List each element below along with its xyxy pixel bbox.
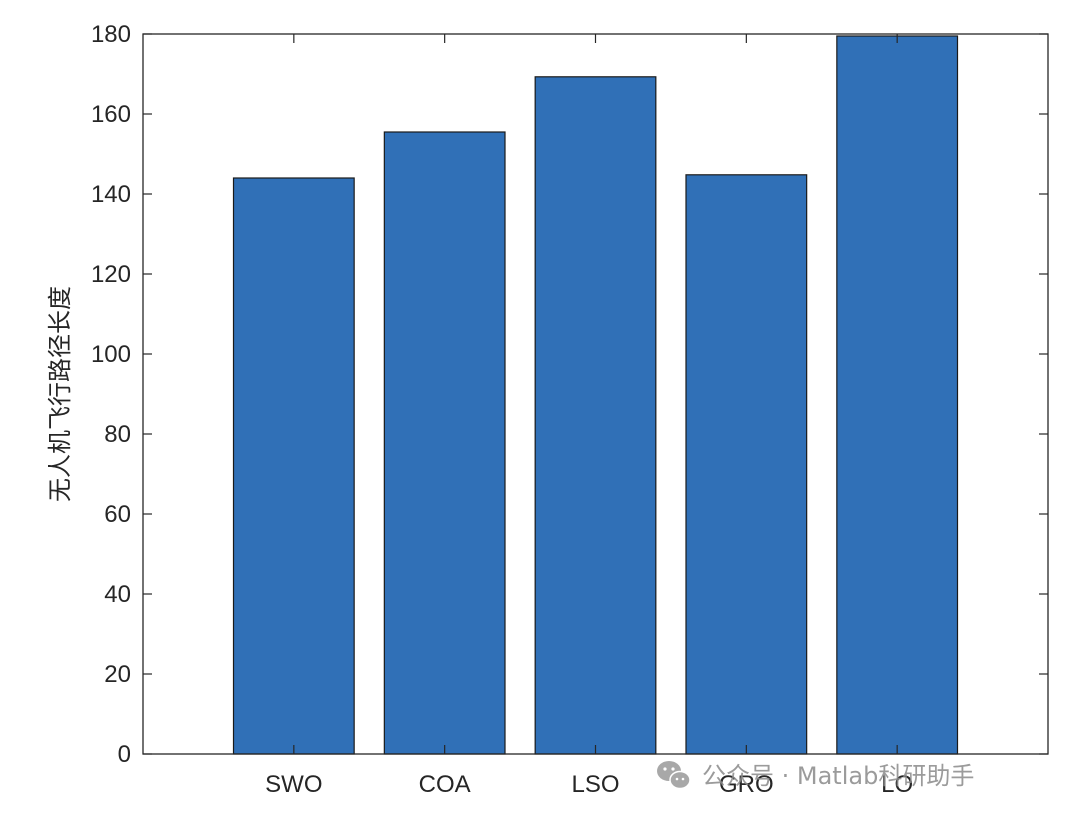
y-tick-label: 100 xyxy=(91,341,131,368)
x-tick-label: LO xyxy=(881,771,913,798)
watermark: 公众号 · Matlab科研助手 xyxy=(657,761,974,790)
y-tick-label: 160 xyxy=(91,101,131,128)
watermark-text: 公众号 · Matlab科研助手 xyxy=(702,762,974,790)
y-tick-label: 180 xyxy=(91,21,131,48)
y-tick-label: 120 xyxy=(91,261,131,288)
y-tick-label: 20 xyxy=(104,661,131,688)
y-ticks-group: 0 20 40 60 80 100 120 140 160 180 xyxy=(91,21,1048,768)
x-ticks-group: SWO COA LSO GRO LO xyxy=(265,34,913,798)
x-tick-label: COA xyxy=(419,771,471,798)
wechat-icon xyxy=(657,761,691,790)
x-tick-label: SWO xyxy=(265,771,322,798)
x-tick-label: GRO xyxy=(719,771,774,798)
y-tick-label: 140 xyxy=(91,181,131,208)
bar-gro xyxy=(685,174,808,755)
bar-swo xyxy=(232,177,355,755)
bar-coa xyxy=(383,131,506,755)
y-tick-label: 40 xyxy=(104,581,131,608)
y-axis-label: 无人机飞行路径长度 xyxy=(46,286,74,502)
bars-group xyxy=(232,35,959,755)
bar-lso xyxy=(534,76,657,755)
y-tick-label: 0 xyxy=(118,741,131,768)
axes-box xyxy=(142,33,1049,755)
y-tick-label: 60 xyxy=(104,501,131,528)
bar-lo xyxy=(836,35,959,755)
x-tick-label: LSO xyxy=(571,771,619,798)
y-tick-label: 80 xyxy=(104,421,131,448)
